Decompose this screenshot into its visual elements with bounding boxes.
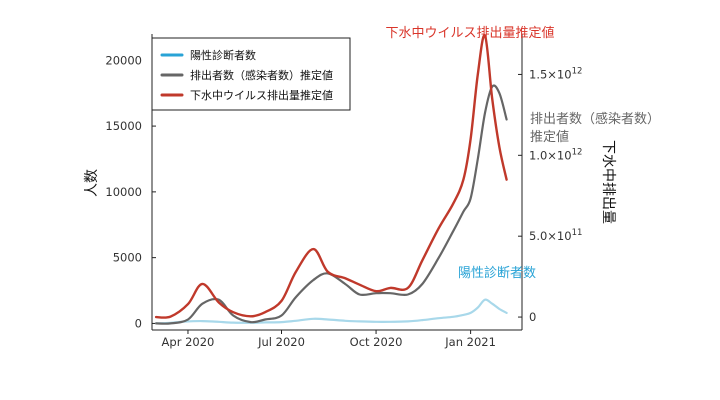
y-left-tick-label: 5000 xyxy=(113,251,142,265)
y-left-tick-label: 15000 xyxy=(105,119,142,133)
x-tick-label: Apr 2020 xyxy=(162,335,215,349)
y-left-tick-label: 10000 xyxy=(105,185,142,199)
legend-box xyxy=(151,37,351,111)
y-left-axis-title: 人数 xyxy=(84,169,100,197)
annotation-shedders-line1: 排出者数（感染者数） xyxy=(530,111,660,127)
y-right-tick-mantissa: 1.0×10 xyxy=(529,148,572,162)
y-right-axis-title: 下水中排出量 xyxy=(600,140,616,224)
series-line-0 xyxy=(155,298,508,325)
legend-entry: 排出者数（感染者数）推定値 xyxy=(190,68,333,82)
y-right-tick-label: 0 xyxy=(529,310,536,324)
x-tick-label: Jul 2020 xyxy=(257,335,305,349)
series-line-2 xyxy=(154,34,508,319)
y-right-tick-mantissa: 5.0×10 xyxy=(529,229,572,243)
y-right-tick-exponent: 12 xyxy=(572,66,583,76)
y-right-tick-mantissa: 1.5×10 xyxy=(529,67,572,81)
annotation-shedders-line2: 推定値 xyxy=(530,129,569,145)
y-left-tick-label: 20000 xyxy=(105,53,142,67)
series-layer xyxy=(154,34,508,325)
x-tick-label: Oct 2020 xyxy=(350,335,403,349)
y-right-tick-label: 5.0×1011 xyxy=(529,228,582,243)
axes: 0500010000150002000005.0×10111.0×10121.5… xyxy=(84,34,616,349)
y-right-tick-mantissa: 0 xyxy=(529,310,536,324)
x-tick-label: Jan 2021 xyxy=(444,335,496,349)
legend-entry: 下水中ウイルス排出量推定値 xyxy=(190,88,333,102)
y-right-tick-label: 1.0×1012 xyxy=(529,147,582,162)
legend-entry: 陽性診断者数 xyxy=(190,48,256,62)
annotation-positives: 陽性診断者数 xyxy=(458,265,536,281)
series-line-1 xyxy=(155,84,508,325)
y-left-tick-label: 0 xyxy=(135,316,142,330)
y-right-tick-exponent: 12 xyxy=(572,147,583,157)
y-right-tick-label: 1.5×1012 xyxy=(529,66,582,81)
annotation-wastewater: 下水中ウイルス排出量推定値 xyxy=(385,25,554,41)
y-right-tick-exponent: 11 xyxy=(572,228,583,238)
